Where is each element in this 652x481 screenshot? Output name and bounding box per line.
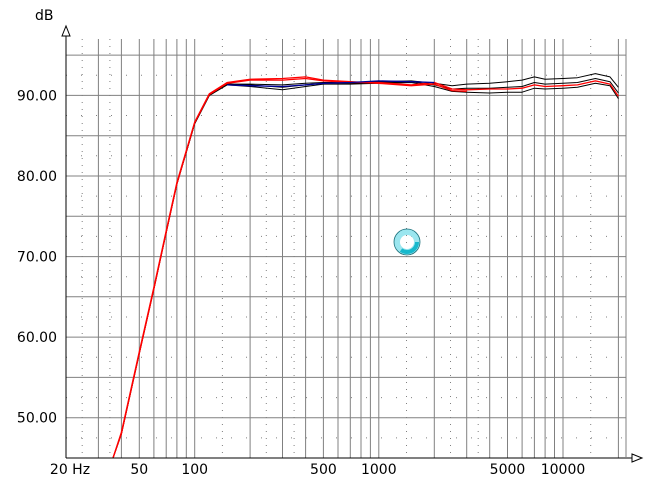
x-tick-label: 10000 (541, 462, 586, 478)
y-tick-labels: 50.00 60.00 70.00 80.00 90.00 (17, 88, 57, 426)
y-tick-label: 70.00 (17, 250, 57, 266)
y-tick-label: 80.00 (17, 169, 57, 185)
axes (61, 24, 644, 463)
y-tick-label: 90.00 (17, 88, 57, 104)
x-tick-label: 20 Hz (50, 462, 90, 478)
series-line-red-4 (112, 76, 467, 459)
x-tick-label: 1000 (361, 462, 397, 478)
x-tick-label: 5000 (490, 462, 526, 478)
major-gridlines (65, 39, 626, 458)
x-tick-labels: 20 Hz 50 100 500 1000 5000 10000 (50, 462, 585, 478)
y-axis-label: dB (35, 8, 54, 24)
series-layer (112, 73, 619, 459)
plot-area (66, 39, 626, 458)
series-line-blue-5 (227, 80, 435, 88)
y-axis-arrow-icon (61, 24, 71, 37)
y-tick-label: 50.00 (17, 411, 57, 427)
x-tick-label: 50 (130, 462, 148, 478)
loading-spinner-icon (393, 228, 421, 256)
x-tick-label: 500 (310, 462, 337, 478)
y-tick-label: 60.00 (17, 330, 57, 346)
x-axis-arrow-icon (631, 453, 644, 463)
x-tick-label: 100 (181, 462, 208, 478)
